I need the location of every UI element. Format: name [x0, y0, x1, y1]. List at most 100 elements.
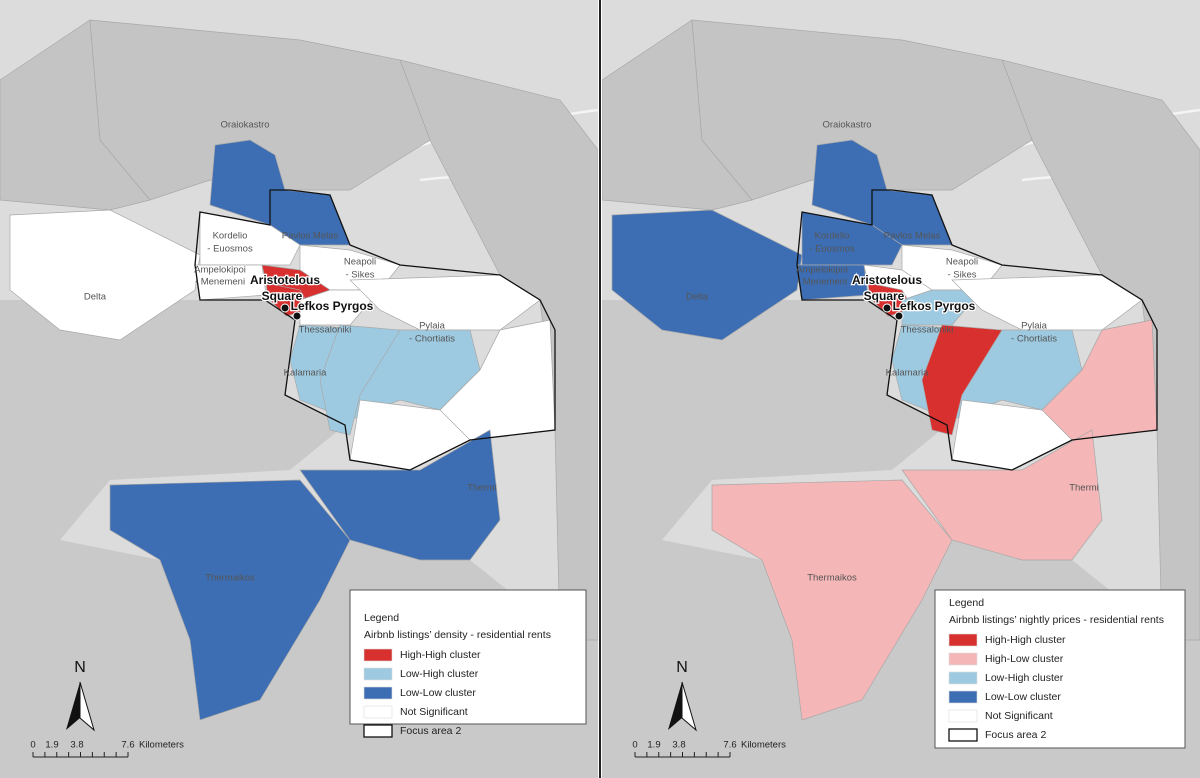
- place-label: Pylaia: [1021, 321, 1048, 332]
- legend-swatch: [948, 690, 978, 704]
- place-label: - Menemeni: [195, 277, 245, 288]
- scale-label: 3.8: [672, 740, 685, 751]
- place-label: Pavlos Melas: [884, 231, 941, 242]
- legend-swatch: [363, 724, 393, 738]
- scale-unit: Kilometers: [139, 740, 184, 751]
- map-panel: Oraiokastro Kordelio - Euosmos Pavlos Melas…: [0, 0, 598, 778]
- place-label: Thermi: [1069, 483, 1099, 494]
- legend-item: Not Significant: [985, 710, 1053, 722]
- scale-label: 7.6: [723, 740, 736, 751]
- legend-swatch: [948, 709, 978, 723]
- place-label: Thermaikos: [807, 573, 857, 584]
- place-label: Thermi: [467, 483, 497, 494]
- legend-subtitle: Airbnb listings’ nightly prices - reside…: [949, 614, 1164, 626]
- focus-area-outline: [796, 189, 1158, 471]
- place-label: Thermaikos: [205, 573, 255, 584]
- place-label: Pavlos Melas: [282, 231, 339, 242]
- municipality: [901, 429, 1103, 561]
- place-label: Oraiokastro: [822, 120, 871, 131]
- landmark-dot: [882, 303, 892, 313]
- legend-item: Low-High cluster: [400, 668, 479, 680]
- legend-swatch: [363, 686, 393, 700]
- landmark-label: Square: [864, 289, 905, 303]
- landmark-dot: [894, 311, 904, 321]
- north-arrow: [668, 682, 682, 730]
- legend-swatch: [363, 667, 393, 681]
- north-label: N: [74, 659, 86, 676]
- place-label: Neapoli: [344, 257, 376, 268]
- legend-item: Not Significant: [400, 706, 468, 718]
- legend-item: Low-High cluster: [985, 672, 1064, 684]
- place-label: - Chortiatis: [409, 334, 455, 345]
- place-label: - Euosmos: [207, 244, 253, 255]
- landmark-dot: [280, 303, 290, 313]
- legend-swatch: [948, 652, 978, 666]
- scale-label: 7.6: [121, 740, 134, 751]
- place-label: - Menemeni: [797, 277, 847, 288]
- legend-swatch: [363, 705, 393, 719]
- north-label: N: [676, 659, 688, 676]
- legend-item: Focus area 2: [400, 725, 461, 737]
- legend-swatch: [948, 633, 978, 647]
- legend-swatch: [948, 671, 978, 685]
- legend-subtitle: Airbnb listings’ density - residential r…: [364, 629, 551, 641]
- place-label: Ampelokipoi: [796, 265, 848, 276]
- place-label: Delta: [84, 292, 107, 303]
- place-label: Delta: [686, 292, 709, 303]
- map-panel: Oraiokastro Kordelio - Euosmos Pavlos Melas…: [602, 0, 1200, 778]
- landmark-label: Square: [262, 289, 303, 303]
- scale-label: 1.9: [647, 740, 660, 751]
- municipality: [399, 59, 598, 641]
- legend-item: Low-Low cluster: [400, 687, 476, 699]
- place-label: Pylaia: [419, 321, 446, 332]
- landmark-dot: [292, 311, 302, 321]
- scale-label: 0: [30, 740, 35, 751]
- municipality: [901, 289, 983, 326]
- north-arrow: [681, 681, 697, 732]
- place-label: Thessaloniki: [299, 325, 352, 336]
- place-label: Oraiokastro: [220, 120, 269, 131]
- place-label: Kordelio: [815, 231, 850, 242]
- scale-unit: Kilometers: [741, 740, 786, 751]
- municipality: [711, 479, 953, 721]
- landmark-label: Aristotelous: [250, 273, 320, 287]
- municipality: [319, 324, 401, 436]
- legend-item: Focus area 2: [985, 729, 1046, 741]
- north-arrow: [79, 681, 95, 732]
- place-label: Ampelokipoi: [194, 265, 246, 276]
- north-arrow: [66, 682, 80, 730]
- place-label: Kordelio: [213, 231, 248, 242]
- legend-item: High-Low cluster: [985, 653, 1064, 665]
- focus-area-outline: [194, 189, 556, 471]
- municipality: [921, 324, 1003, 436]
- municipality: [1001, 59, 1200, 641]
- place-label: - Chortiatis: [1011, 334, 1057, 345]
- municipality: [89, 19, 431, 201]
- landmark-label: Lefkos Pyrgos: [893, 299, 976, 313]
- place-label: - Euosmos: [809, 244, 855, 255]
- legend-title: Legend: [364, 612, 399, 624]
- legend-item: High-High cluster: [400, 649, 481, 661]
- place-label: Thessaloniki: [901, 325, 954, 336]
- legend-item: Low-Low cluster: [985, 691, 1061, 703]
- place-label: Neapoli: [946, 257, 978, 268]
- municipality: [691, 19, 1033, 201]
- municipality: [299, 289, 381, 326]
- municipality: [109, 479, 351, 721]
- landmark-label: Lefkos Pyrgos: [291, 299, 374, 313]
- scale-label: 0: [632, 740, 637, 751]
- legend-title: Legend: [949, 597, 984, 609]
- place-label: Kalamaria: [886, 368, 929, 379]
- municipality: [299, 429, 501, 561]
- municipality: [611, 209, 803, 341]
- place-label: Kalamaria: [284, 368, 327, 379]
- place-label: - Sikes: [345, 270, 374, 281]
- municipality: [9, 209, 201, 341]
- legend-swatch: [363, 648, 393, 662]
- landmark-label: Aristotelous: [852, 273, 922, 287]
- legend-swatch: [948, 728, 978, 742]
- legend-item: High-High cluster: [985, 634, 1066, 646]
- place-label: - Sikes: [947, 270, 976, 281]
- scale-label: 1.9: [45, 740, 58, 751]
